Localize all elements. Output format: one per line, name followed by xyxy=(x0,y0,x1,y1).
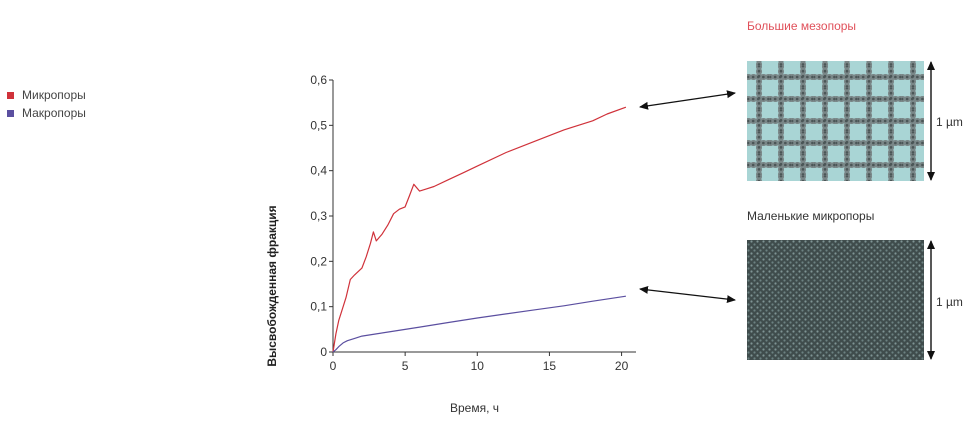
micropore-micrograph xyxy=(747,240,924,360)
link-arrow-macropores xyxy=(639,285,736,304)
y-tick-label: 0,6 xyxy=(310,73,327,87)
y-tick-label: 0,1 xyxy=(310,300,327,314)
chart-series xyxy=(332,106,627,353)
legend-swatch-micropores xyxy=(7,91,14,99)
y-axis-label: Высвобожденная фракция xyxy=(265,205,279,366)
top-scale-label: 1 µm xyxy=(936,115,963,129)
chart-legend: Микропоры Макропоры xyxy=(7,86,86,122)
bottom-image-title: Маленькие микропоры xyxy=(747,209,875,223)
y-tick-label: 0,4 xyxy=(310,164,327,178)
y-tick-label: 0,5 xyxy=(310,118,327,132)
link-arrow-micropores xyxy=(639,90,736,110)
mesopore-micrograph xyxy=(747,61,924,181)
legend-swatch-macropores xyxy=(7,109,14,117)
x-tick-label: 20 xyxy=(615,359,629,373)
legend-item-macropores: Макропоры xyxy=(7,104,86,122)
bottom-scale-label: 1 µm xyxy=(936,295,963,309)
legend-label-micropores: Микропоры xyxy=(22,88,86,102)
y-tick-label: 0 xyxy=(320,345,327,359)
x-tick-label: 10 xyxy=(471,359,485,373)
x-tick-label: 15 xyxy=(543,359,557,373)
legend-label-macropores: Макропоры xyxy=(22,106,86,120)
x-axis-label: Время, ч xyxy=(450,401,499,415)
top-image-title: Большие мезопоры xyxy=(747,19,857,33)
series-line-micropores xyxy=(332,106,627,353)
chart-axes: 0 0,1 0,2 0,3 0,4 0,5 0,6 0 5 10 15 20 Время, ч Высво… xyxy=(265,73,636,415)
y-tick-label: 0,3 xyxy=(310,209,327,223)
legend-item-micropores: Микропоры xyxy=(7,86,86,104)
x-tick-label: 5 xyxy=(402,359,409,373)
x-tick-label: 0 xyxy=(330,359,337,373)
y-tick-label: 0,2 xyxy=(310,254,327,268)
series-line-macropores xyxy=(332,295,626,353)
